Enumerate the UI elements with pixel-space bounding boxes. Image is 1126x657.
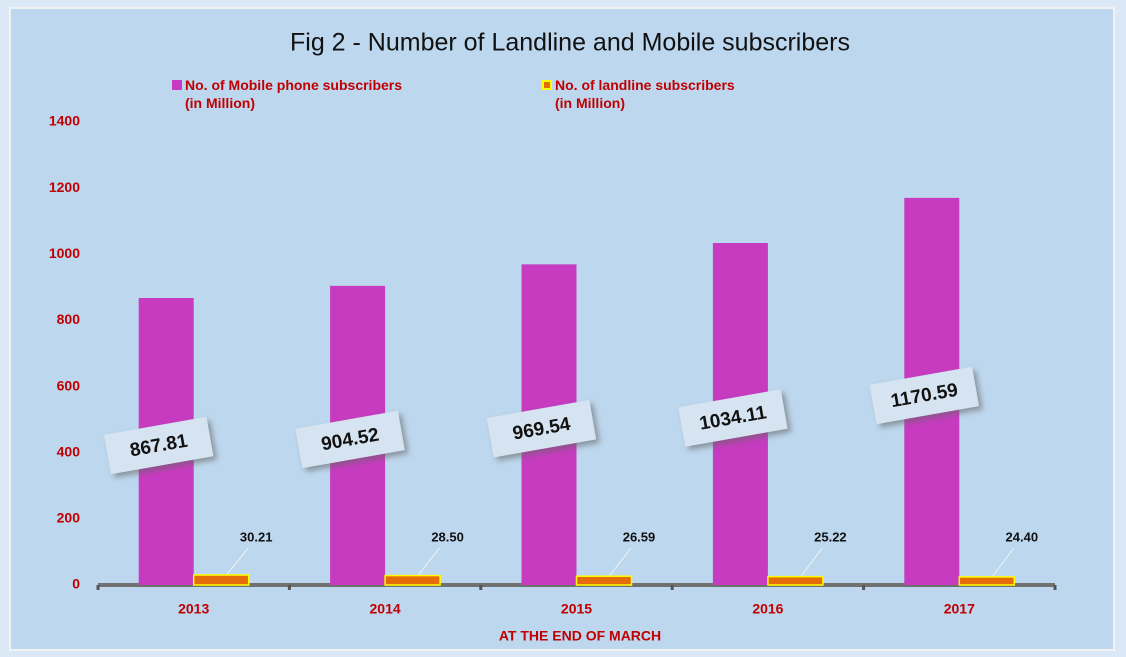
data-label-group: 867.81 (104, 416, 214, 475)
legend-swatch (172, 80, 182, 90)
data-label-group: 1170.59 (869, 366, 979, 425)
data-label: 24.40 (1006, 529, 1039, 544)
y-tick-label: 1200 (49, 179, 80, 195)
data-label: 25.22 (814, 529, 847, 544)
chart-title: Fig 2 - Number of Landline and Mobile su… (290, 29, 850, 57)
leader-line (801, 547, 823, 576)
data-label-box (104, 416, 214, 475)
y-tick-label: 400 (57, 443, 81, 459)
x-tick-label: 2017 (944, 601, 975, 617)
legend-item: No. of Mobile phone subscribers (in Mill… (172, 76, 402, 112)
data-label-group: 904.52 (295, 410, 405, 469)
y-tick-label: 0 (72, 576, 80, 592)
x-tick-label: 2015 (561, 601, 592, 617)
y-tick-label: 800 (57, 311, 81, 327)
legend-label: No. of landline subscribers (in Million) (555, 77, 735, 111)
data-label-group: 1034.11 (678, 389, 788, 447)
bar (575, 575, 633, 586)
y-tick-label: 600 (57, 377, 81, 393)
legend-swatch (542, 80, 552, 90)
y-tick-label: 200 (57, 510, 81, 526)
leader-line (226, 547, 249, 575)
leader-line (418, 547, 440, 575)
bar (384, 574, 441, 586)
x-tick-label: 2016 (752, 601, 783, 617)
bar (767, 575, 824, 586)
data-label: 30.21 (240, 529, 273, 544)
data-label-group: 969.54 (486, 399, 597, 458)
x-tick-label: 2014 (370, 601, 401, 617)
bar (192, 574, 250, 586)
x-axis-title: AT THE END OF MARCH (499, 628, 661, 644)
data-label-box (486, 399, 597, 458)
data-label-box (678, 389, 788, 447)
y-tick-label: 1400 (49, 113, 80, 129)
x-tick-label: 2013 (178, 601, 209, 617)
legend-label: No. of Mobile phone subscribers (in Mill… (185, 77, 403, 111)
leader-line (992, 547, 1015, 577)
data-label: 28.50 (431, 529, 464, 544)
leader-line (609, 547, 632, 576)
data-label-box (295, 410, 405, 469)
data-label-box (869, 366, 979, 425)
bar (958, 576, 1016, 586)
legend-item: No. of landline subscribers (in Million) (542, 76, 735, 112)
y-tick-label: 1000 (49, 245, 80, 261)
data-label: 26.59 (623, 529, 656, 544)
